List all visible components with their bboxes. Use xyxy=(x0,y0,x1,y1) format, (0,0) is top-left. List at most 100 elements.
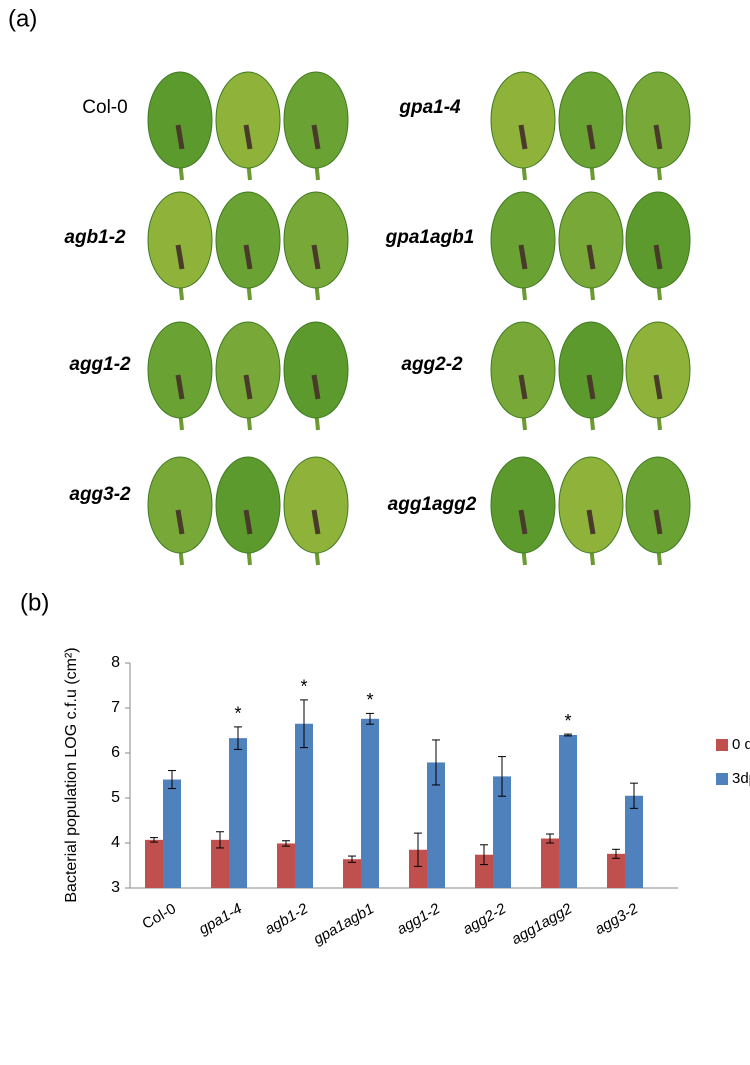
leaf-lesion xyxy=(311,124,321,150)
panel-label: (a) xyxy=(8,5,37,32)
x-tick-label: Col-0 xyxy=(139,900,179,933)
leaf-lesion xyxy=(586,509,596,535)
significance-marker: * xyxy=(564,711,571,731)
leaf-lesion xyxy=(518,244,528,270)
x-tick-label: agg3-2 xyxy=(592,900,642,938)
leaf xyxy=(283,191,349,289)
leaf xyxy=(625,191,691,289)
leaf-lesion xyxy=(243,509,253,535)
significance-marker: * xyxy=(234,704,241,724)
leaf xyxy=(215,71,281,169)
bar xyxy=(541,838,559,888)
bar xyxy=(145,839,163,888)
leaf-lesion xyxy=(518,124,528,150)
leaf xyxy=(490,456,556,554)
bar xyxy=(475,854,493,888)
bar xyxy=(211,839,229,888)
x-tick-label: gpa1-4 xyxy=(196,900,245,938)
bar xyxy=(295,723,313,888)
genotype-label: gpa1-4 xyxy=(398,97,461,118)
genotype-label: agg1agg2 xyxy=(388,494,477,515)
panel-label: (b) xyxy=(20,589,49,616)
leaf xyxy=(283,321,349,419)
significance-marker: * xyxy=(366,690,373,710)
bar xyxy=(559,735,577,888)
leaf xyxy=(490,71,556,169)
x-tick-label: agg2-2 xyxy=(460,900,510,938)
leaf-lesion xyxy=(175,509,185,535)
legend-label: 3dpi xyxy=(732,770,750,787)
legend-swatch xyxy=(716,739,728,751)
significance-marker: * xyxy=(300,677,307,697)
x-tick-label: agb1-2 xyxy=(262,900,312,938)
leaf xyxy=(625,321,691,419)
y-axis-title: Bacterial population LOG c.f.u (cm²) xyxy=(63,647,80,902)
leaf xyxy=(558,321,624,419)
y-tick-label: 4 xyxy=(111,834,120,851)
y-tick-label: 5 xyxy=(111,789,120,806)
genotype-label: agg1-2 xyxy=(69,354,131,375)
y-tick-label: 6 xyxy=(111,744,120,761)
genotype-label: agb1-2 xyxy=(64,227,126,248)
leaf xyxy=(283,456,349,554)
leaf-lesion xyxy=(243,374,253,400)
genotype-label: agg3-2 xyxy=(69,484,131,505)
genotype-label: agg2-2 xyxy=(401,354,463,375)
leaf-photos xyxy=(147,71,691,566)
y-tick-label: 8 xyxy=(111,654,120,671)
x-tick-label: agg1agg2 xyxy=(509,900,576,948)
leaf xyxy=(215,321,281,419)
bar xyxy=(229,738,247,888)
bar xyxy=(427,762,445,888)
bar xyxy=(163,779,181,888)
leaf xyxy=(215,456,281,554)
leaf-lesion xyxy=(586,124,596,150)
leaf-lesion xyxy=(653,509,663,535)
bar xyxy=(607,853,625,888)
leaf xyxy=(558,191,624,289)
leaf xyxy=(558,456,624,554)
genotype-label: gpa1agb1 xyxy=(385,227,475,248)
bar xyxy=(361,718,379,888)
leaf xyxy=(625,71,691,169)
leaf-lesion xyxy=(175,244,185,270)
bar xyxy=(625,795,643,888)
leaf xyxy=(215,191,281,289)
leaf xyxy=(558,71,624,169)
leaf xyxy=(147,71,213,169)
y-tick-label: 7 xyxy=(111,699,120,716)
bar xyxy=(277,843,295,888)
legend-label: 0 dpi xyxy=(732,736,750,753)
leaf xyxy=(147,321,213,419)
leaf-lesion xyxy=(243,244,253,270)
y-tick-label: 3 xyxy=(111,879,120,896)
leaf-lesion xyxy=(518,374,528,400)
leaf xyxy=(490,191,556,289)
leaf xyxy=(490,321,556,419)
leaf-lesion xyxy=(311,374,321,400)
leaf-lesion xyxy=(586,244,596,270)
x-tick-label: gpa1agb1 xyxy=(311,900,377,948)
leaf xyxy=(625,456,691,554)
leaf-lesion xyxy=(243,124,253,150)
leaf-lesion xyxy=(175,124,185,150)
bar xyxy=(409,849,427,888)
leaf-lesion xyxy=(653,124,663,150)
leaf-lesion xyxy=(311,244,321,270)
legend-swatch xyxy=(716,773,728,785)
bar xyxy=(343,859,361,888)
leaf xyxy=(147,191,213,289)
bar xyxy=(493,776,511,888)
leaf xyxy=(147,456,213,554)
leaf-lesion xyxy=(653,374,663,400)
x-tick-label: agg1-2 xyxy=(394,900,444,938)
leaf-lesion xyxy=(311,509,321,535)
genotype-label: Col-0 xyxy=(82,97,127,118)
leaf-lesion xyxy=(653,244,663,270)
leaf-lesion xyxy=(586,374,596,400)
leaf xyxy=(283,71,349,169)
leaf-lesion xyxy=(518,509,528,535)
leaf-lesion xyxy=(175,374,185,400)
